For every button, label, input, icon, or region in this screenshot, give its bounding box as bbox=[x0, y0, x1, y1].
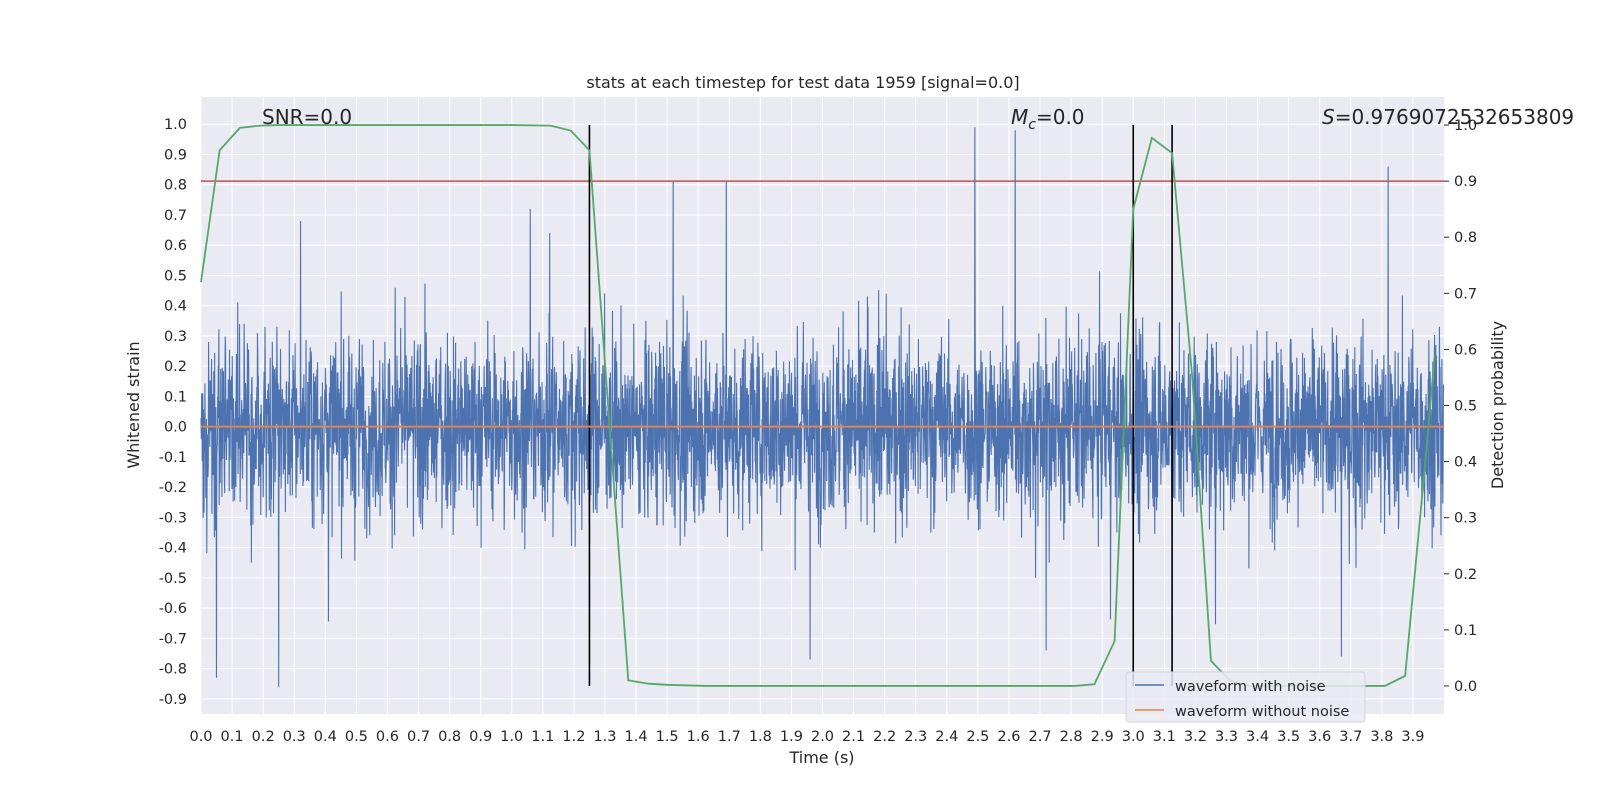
legend-label-clean: waveform without noise bbox=[1175, 704, 1349, 720]
x-tick-label: 1.5 bbox=[656, 729, 679, 745]
y2-tick-label: 0.0 bbox=[1454, 679, 1477, 695]
x-tick-label: 0.1 bbox=[221, 729, 244, 745]
x-tick-label: 2.3 bbox=[904, 729, 927, 745]
y2-tick-label: 0.2 bbox=[1454, 567, 1477, 583]
score-symbol: S bbox=[1322, 105, 1335, 129]
x-tick-label: 1.1 bbox=[531, 729, 554, 745]
x-tick-label: 0.8 bbox=[438, 729, 461, 745]
y-tick-label: -0.7 bbox=[159, 631, 187, 647]
x-tick-label: 1.8 bbox=[749, 729, 772, 745]
y-tick-label: 0.1 bbox=[164, 389, 187, 405]
y-tick-label: 0.6 bbox=[164, 238, 187, 254]
y-tick-label: -0.4 bbox=[159, 541, 187, 557]
x-tick-label: 3.0 bbox=[1122, 729, 1145, 745]
legend-box bbox=[1125, 671, 1366, 723]
y-tick-label: 1.0 bbox=[164, 117, 187, 133]
y2-tick-label: 0.7 bbox=[1454, 286, 1477, 302]
x-axis-label: Time (s) bbox=[788, 748, 854, 767]
y-tick-label: 0.4 bbox=[164, 299, 187, 315]
chirp-mass-value: =0.0 bbox=[1036, 105, 1085, 129]
x-tick-label: 2.5 bbox=[966, 729, 989, 745]
legend: waveform with noise waveform without noi… bbox=[1125, 671, 1366, 723]
x-tick-label: 0.7 bbox=[407, 729, 430, 745]
x-tick-label: 2.4 bbox=[935, 729, 958, 745]
x-tick-label: 3.4 bbox=[1246, 729, 1269, 745]
x-tick-label: 0.2 bbox=[252, 729, 275, 745]
x-tick-label: 2.7 bbox=[1028, 729, 1051, 745]
y2-tick-label: 0.3 bbox=[1454, 511, 1477, 527]
y-tick-label: -0.3 bbox=[159, 510, 187, 526]
score-value: =0.9769072532653809 bbox=[1335, 105, 1574, 129]
series-waveform-with-noise bbox=[200, 127, 1445, 687]
snr-annotation: SNR=0.0 bbox=[262, 105, 352, 129]
x-tick-label: 2.8 bbox=[1060, 729, 1083, 745]
y2-tick-label: 0.9 bbox=[1454, 174, 1477, 190]
x-tick-label: 1.9 bbox=[780, 729, 803, 745]
y-tick-label: -0.1 bbox=[159, 450, 187, 466]
y-tick-label: -0.5 bbox=[159, 571, 187, 587]
y-tick-label: 0.7 bbox=[164, 208, 187, 224]
x-tick-label: 1.7 bbox=[718, 729, 741, 745]
y-tick-label: -0.9 bbox=[159, 692, 187, 708]
y-tick-label: 0.9 bbox=[164, 147, 187, 163]
x-tick-label: 0.3 bbox=[283, 729, 306, 745]
x-tick-label: 1.6 bbox=[687, 729, 710, 745]
x-tick-label: 3.2 bbox=[1184, 729, 1207, 745]
x-tick-label: 2.0 bbox=[811, 729, 834, 745]
x-tick-label: 2.1 bbox=[842, 729, 865, 745]
chart-title: stats at each timestep for test data 195… bbox=[586, 73, 1019, 92]
waveform-with-noise-line bbox=[200, 127, 1445, 687]
x-tick-label: 0.0 bbox=[189, 729, 212, 745]
y-tick-label: 0.5 bbox=[164, 268, 187, 284]
legend-label-noise: waveform with noise bbox=[1175, 679, 1326, 695]
x-tick-label: 3.6 bbox=[1308, 729, 1331, 745]
y2-tick-label: 0.4 bbox=[1454, 455, 1477, 471]
x-tick-label: 0.4 bbox=[314, 729, 337, 745]
x-tick-label: 0.9 bbox=[469, 729, 492, 745]
y-tick-label: 0.2 bbox=[164, 359, 187, 375]
y2-tick-label: 0.5 bbox=[1454, 399, 1477, 415]
x-tick-label: 2.2 bbox=[873, 729, 896, 745]
x-tick-label: 2.6 bbox=[997, 729, 1020, 745]
y-tick-label: -0.8 bbox=[159, 662, 187, 678]
x-tick-label: 3.3 bbox=[1215, 729, 1238, 745]
x-tick-label: 2.9 bbox=[1091, 729, 1114, 745]
x-tick-label: 0.5 bbox=[345, 729, 368, 745]
chirp-mass-subscript: c bbox=[1028, 117, 1036, 133]
y-tick-label: 0.8 bbox=[164, 178, 187, 194]
chirp-mass-symbol: M bbox=[1011, 105, 1028, 129]
x-tick-label: 1.2 bbox=[562, 729, 585, 745]
x-tick-label: 3.5 bbox=[1277, 729, 1300, 745]
x-tick-label: 1.4 bbox=[625, 729, 648, 745]
chirp-mass-annotation: Mc=0.0 bbox=[1011, 105, 1085, 133]
score-annotation: S=0.9769072532653809 bbox=[1322, 105, 1574, 129]
tick-labels: 0.0 0.1 0.2 0.3 0.4 0.5 0.6 0.7 0.8 0.9 1.0 1.1 1.2 1… bbox=[159, 117, 1477, 745]
y-tick-label: 0.3 bbox=[164, 329, 187, 345]
x-tick-label: 0.6 bbox=[376, 729, 399, 745]
x-tick-label: 1.3 bbox=[593, 729, 616, 745]
y2-tick-label: 1.0 bbox=[1454, 118, 1477, 134]
y-tick-label: 0.0 bbox=[164, 420, 187, 436]
x-tick-label: 3.9 bbox=[1401, 729, 1424, 745]
y2-tick-label: 0.6 bbox=[1454, 342, 1477, 358]
y-axis-label: Whitened strain bbox=[124, 341, 143, 468]
x-tick-label: 3.8 bbox=[1370, 729, 1393, 745]
x-tick-label: 3.1 bbox=[1153, 729, 1176, 745]
x-tick-label: 1.0 bbox=[500, 729, 523, 745]
y2-tick-label: 0.8 bbox=[1454, 230, 1477, 246]
y2-tick-label: 0.1 bbox=[1454, 623, 1477, 639]
x-tick-label: 3.7 bbox=[1339, 729, 1362, 745]
y-tick-label: -0.2 bbox=[159, 480, 187, 496]
y-tick-label: -0.6 bbox=[159, 601, 187, 617]
y2-axis-label: Detection probability bbox=[1488, 321, 1507, 489]
